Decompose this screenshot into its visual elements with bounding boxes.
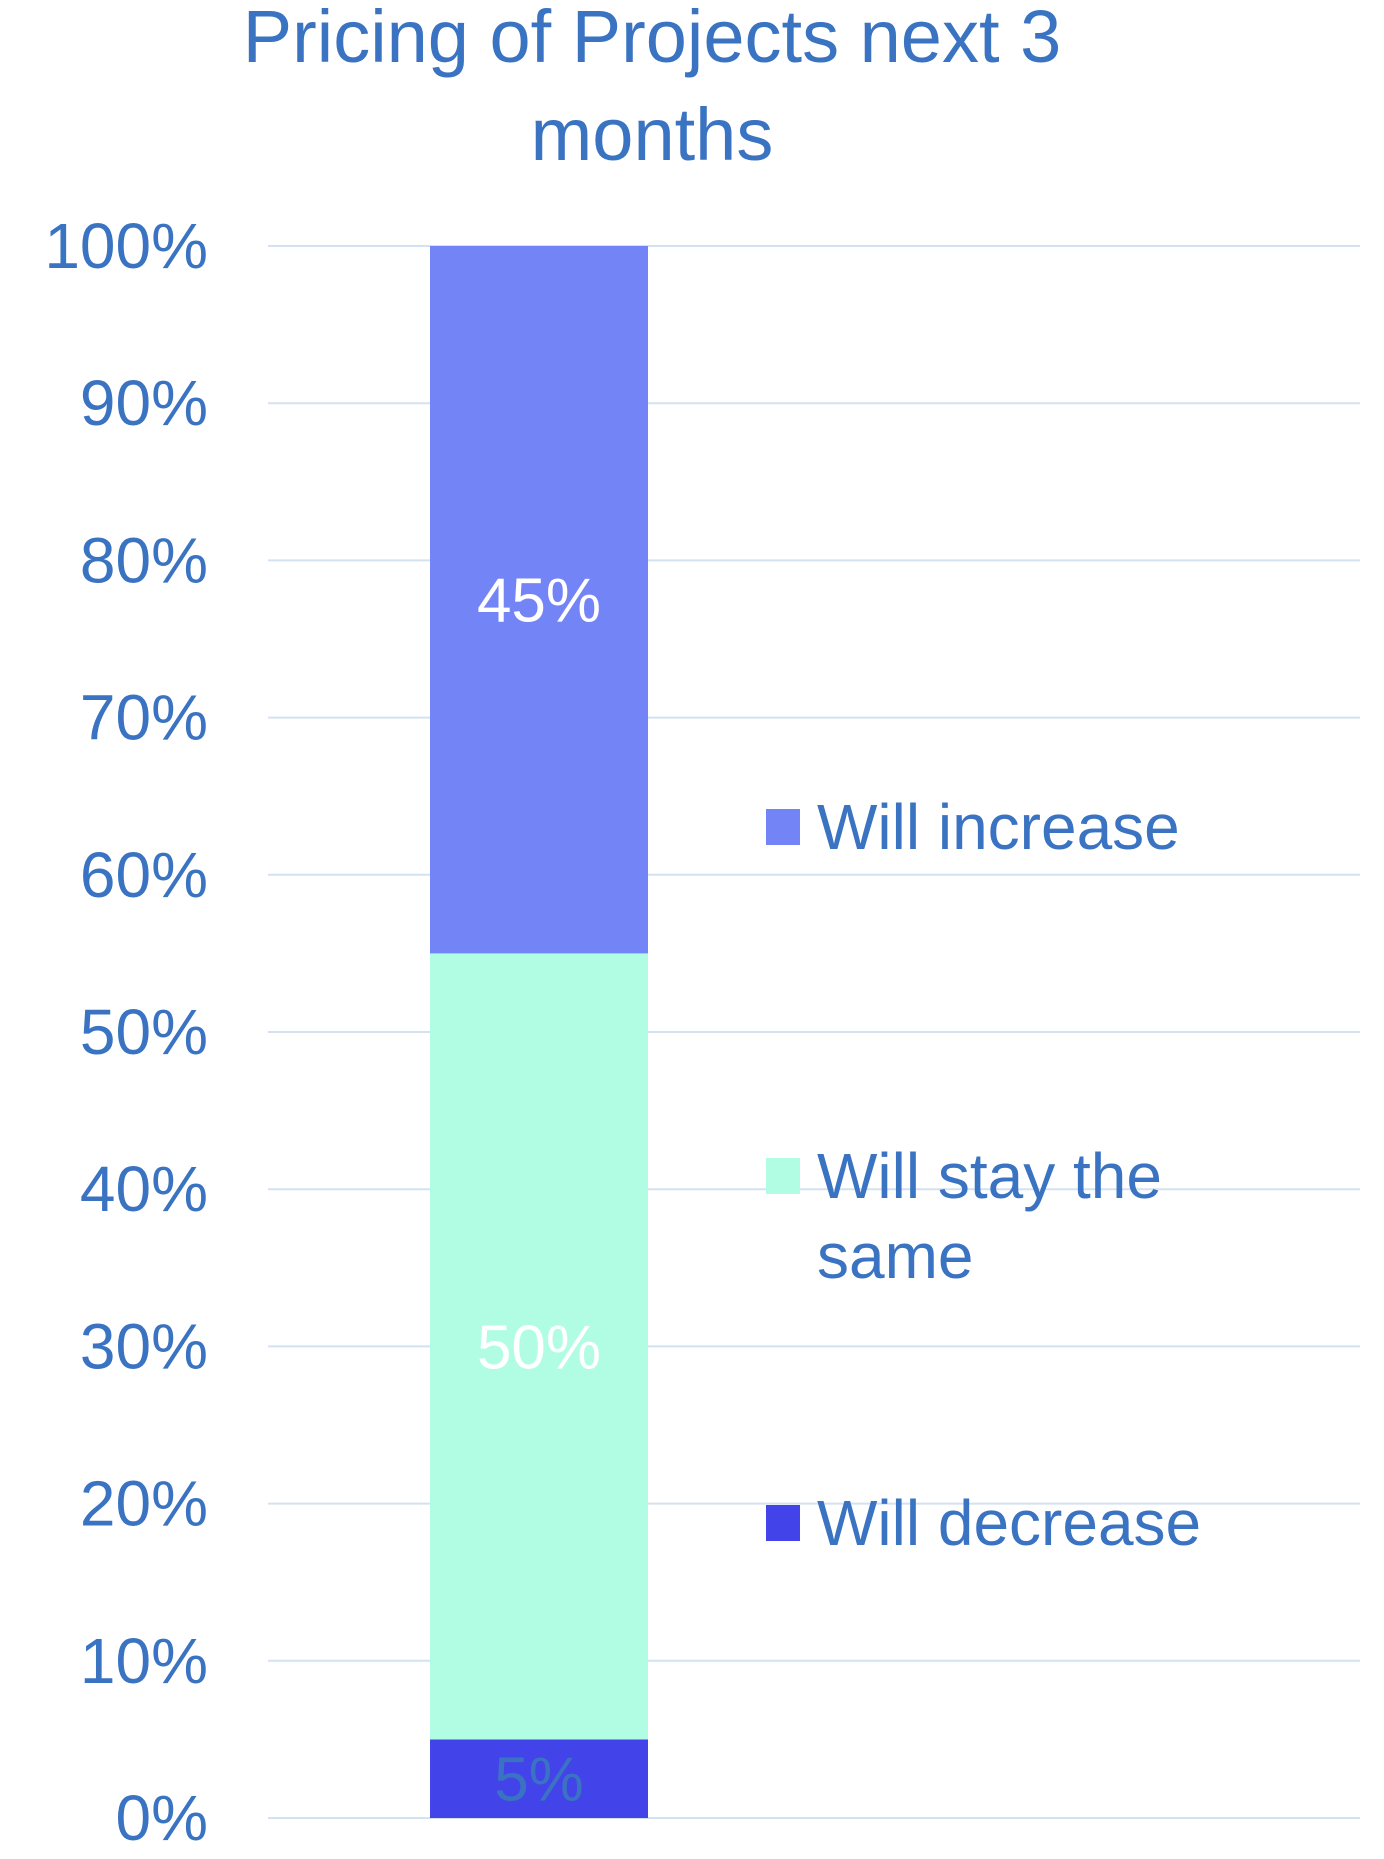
- legend-label: Will increase: [817, 791, 1180, 863]
- bar-segment: [430, 246, 648, 954]
- y-tick-label: 70%: [80, 682, 208, 754]
- y-tick-label: 80%: [80, 524, 208, 596]
- stacked-bar: [430, 246, 648, 1818]
- y-tick-label: 100%: [44, 210, 208, 282]
- chart-title-line-1: Pricing of Projects next 3: [243, 0, 1061, 78]
- chart-title-line-2: months: [531, 93, 774, 176]
- legend-label-line: same: [817, 1220, 974, 1292]
- y-tick-label: 60%: [80, 839, 208, 911]
- data-label: 5%: [494, 1746, 584, 1815]
- chart-title: Pricing of Projects next 3 months: [243, 0, 1061, 176]
- y-tick-label: 40%: [80, 1153, 208, 1225]
- data-label: 45%: [477, 567, 601, 636]
- bar-segment: [430, 1739, 648, 1818]
- legend-label: Will stay the same: [817, 1140, 1162, 1292]
- y-tick-label: 0%: [116, 1782, 209, 1854]
- legend-label-line: Will stay the: [817, 1140, 1162, 1212]
- legend-label: Will decrease: [817, 1487, 1201, 1559]
- y-axis-ticks: 0% 10% 20% 30% 40% 50% 60% 70% 80% 90% 100%: [44, 210, 208, 1854]
- y-tick-label: 20%: [80, 1468, 208, 1540]
- y-tick-label: 50%: [80, 996, 208, 1068]
- legend: Will increase Will stay the same Will decre…: [766, 791, 1201, 1559]
- y-tick-label: 10%: [80, 1625, 208, 1697]
- y-tick-label: 30%: [80, 1310, 208, 1382]
- bar-segment: [430, 953, 648, 1740]
- legend-swatch: [766, 1505, 800, 1541]
- data-label: 50%: [477, 1313, 601, 1382]
- legend-swatch: [766, 809, 800, 845]
- data-labels: 5% 50% 45%: [477, 567, 601, 1815]
- legend-swatch: [766, 1158, 800, 1194]
- y-tick-label: 90%: [80, 367, 208, 439]
